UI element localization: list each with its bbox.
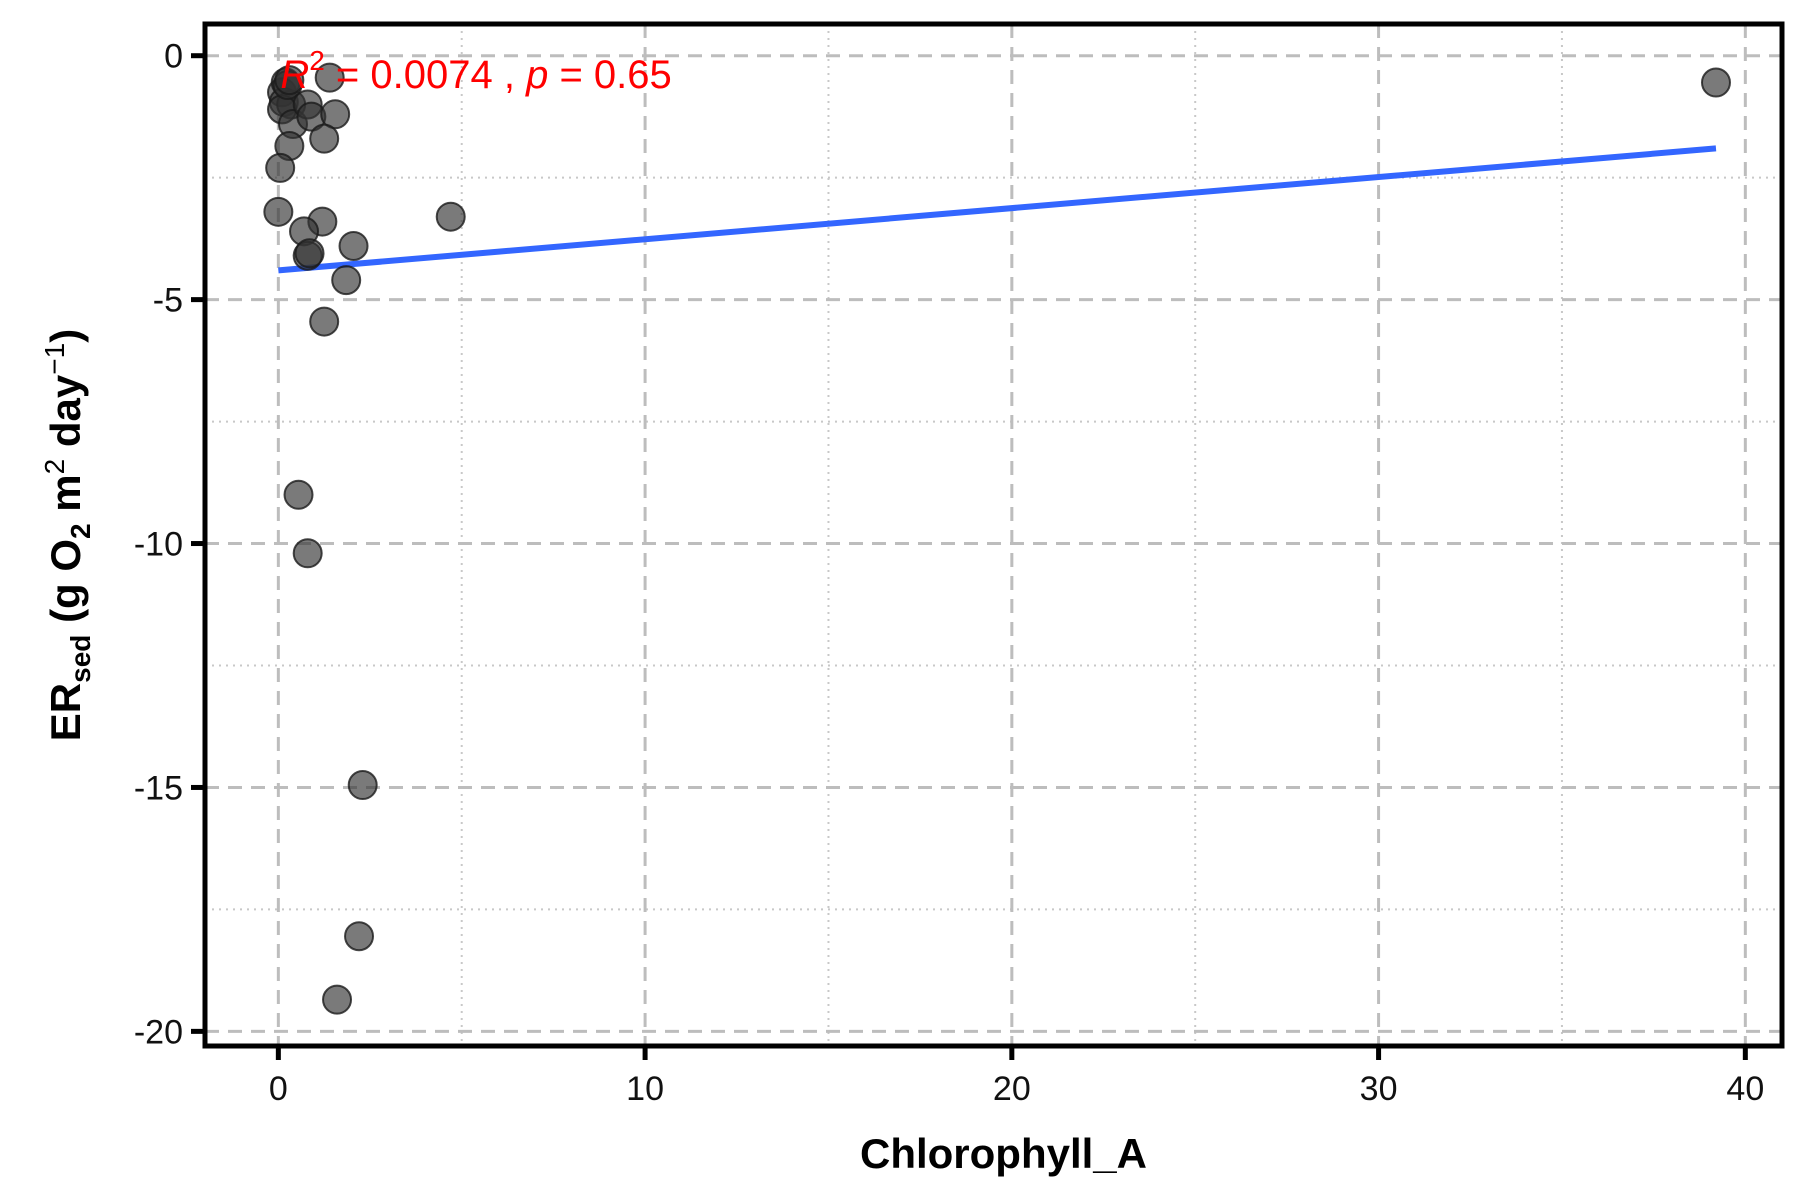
y-tick-label: -5	[153, 282, 183, 320]
annot-r-label: R	[280, 53, 309, 97]
y-title-day: day	[42, 374, 89, 459]
y-tick-label: -10	[134, 526, 183, 564]
data-point	[338, 230, 369, 261]
y-title-o2-sub: 2	[65, 523, 96, 539]
data-point	[263, 196, 294, 227]
y-title-m: m	[42, 474, 89, 523]
y-title-m-sup: 2	[39, 459, 70, 475]
data-point	[309, 123, 340, 154]
y-title-unit-open: (g O	[42, 539, 89, 635]
x-tick-label: 0	[269, 1070, 288, 1108]
data-point	[314, 62, 345, 93]
data-point	[347, 770, 378, 801]
y-tick-label: -20	[134, 1013, 183, 1051]
y-tick-label: -15	[134, 769, 183, 807]
annot-p-label: p	[525, 53, 548, 97]
points-layer	[263, 62, 1731, 1015]
data-point	[320, 99, 351, 130]
panel-border	[202, 21, 1785, 1049]
data-point	[292, 538, 323, 569]
y-tick-label: 0	[164, 38, 183, 76]
data-point	[1700, 67, 1731, 98]
data-point	[274, 65, 305, 96]
labels: 0 10 20 30 40 0 -5 -10 -15 -20 Chlorophyll_A ERsed …	[39, 38, 1764, 1177]
data-point	[294, 238, 325, 269]
axes	[191, 21, 1785, 1060]
x-tick-label: 30	[1360, 1070, 1398, 1108]
data-point	[344, 921, 375, 952]
fit-line-layer	[278, 145, 1717, 274]
data-point	[265, 152, 296, 183]
x-tick-label: 10	[626, 1070, 664, 1108]
x-tick-label: 40	[1726, 1070, 1764, 1108]
data-point	[309, 306, 340, 337]
data-point	[435, 201, 466, 232]
data-point	[331, 265, 362, 296]
y-axis-title: ERsed (g O2 m2 day−1)	[39, 329, 96, 741]
y-title-day-sup: −1	[39, 343, 70, 375]
y-title-unit-close: )	[42, 329, 89, 343]
grid	[205, 24, 1782, 1046]
stats-annotation: R2 = 0.0074 , p = 0.65	[280, 45, 671, 97]
y-title-main: ER	[42, 683, 89, 741]
annot-p-value: = 0.65	[548, 53, 671, 97]
x-tick-label: 20	[993, 1070, 1031, 1108]
data-point	[322, 984, 353, 1015]
y-title-sub: sed	[65, 635, 96, 683]
annot-r2-sup: 2	[309, 45, 325, 76]
annot-r2-value: = 0.0074 ,	[325, 53, 526, 97]
regression-line	[278, 145, 1717, 274]
x-axis-title: Chlorophyll_A	[860, 1130, 1147, 1177]
data-point	[283, 479, 314, 510]
